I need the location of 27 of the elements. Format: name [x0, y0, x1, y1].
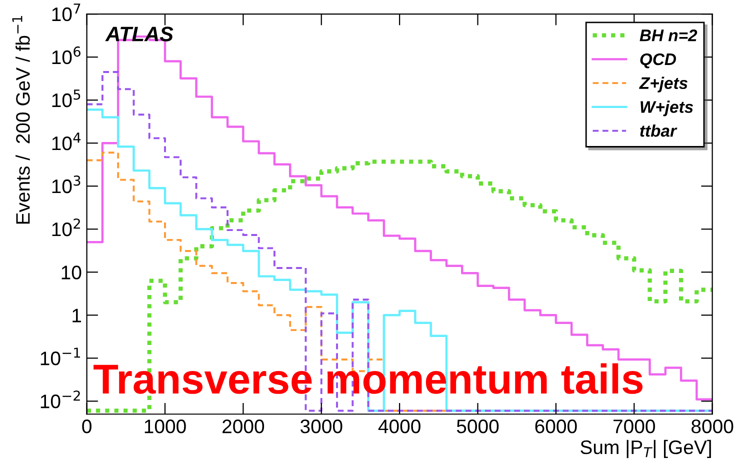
x-axis-title: Sum |P$_{T}$| [GeV]	[580, 440, 711, 458]
x-tick-label: 1000	[144, 420, 186, 434]
y-tick-label: 10$^{7}$	[52, 4, 80, 22]
x-tick-label: 7000	[614, 420, 655, 434]
x-tick-label: 2000	[222, 420, 264, 434]
y-axis-title: Events / 200 GeV / fb$^{−1}$	[12, 16, 30, 224]
x-tick-label: 8000	[692, 420, 734, 434]
legend-label: BH n=2	[640, 30, 698, 42]
legend-label: Z+jets	[639, 76, 688, 92]
x-tick-label: 3000	[300, 420, 342, 434]
x-tick-label: 4000	[378, 420, 420, 434]
y-tick-label: 10$^{6}$	[52, 46, 80, 64]
x-tick-label: 0	[82, 420, 92, 434]
y-tick-label: 10$^{4}$	[52, 132, 81, 150]
legend-label: QCD	[640, 53, 676, 68]
annotation: ATLAS	[105, 26, 174, 42]
y-tick-label: 10$^{−2}$	[40, 390, 80, 408]
y-tick-label: 10$^{3}$	[52, 175, 80, 194]
y-tick-label: 10$^{−1}$	[40, 348, 80, 366]
y-tick-label: 10$^{2}$	[52, 218, 80, 236]
x-tick-label: 5000	[456, 420, 499, 434]
legend-label: W+jets	[640, 100, 694, 116]
y-tick-label: 1	[72, 308, 82, 322]
y-tick-label: 10	[62, 266, 82, 280]
legend-label: ttbar	[640, 124, 678, 137]
y-tick-label: 10$^{5}$	[52, 90, 80, 108]
x-tick-label: 6000	[535, 420, 577, 434]
